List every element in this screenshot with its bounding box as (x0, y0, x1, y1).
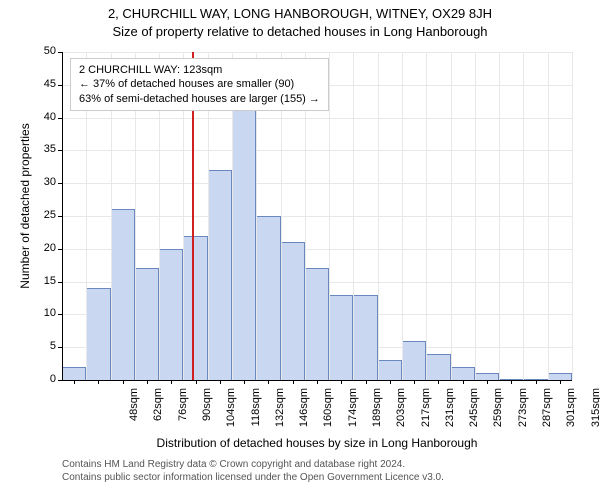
x-tick-mark (244, 380, 245, 384)
chart-title-line2: Size of property relative to detached ho… (0, 24, 600, 39)
histogram-bar (451, 367, 475, 380)
x-tick-label: 287sqm (541, 388, 553, 438)
histogram-bar (353, 295, 377, 380)
x-tick-label: 90sqm (201, 388, 213, 438)
x-axis-label: Distribution of detached houses by size … (62, 436, 572, 450)
x-tick-mark (536, 380, 537, 384)
gridline-v (402, 52, 403, 380)
footer-attribution: Contains HM Land Registry data © Crown c… (62, 458, 444, 484)
gridline-v (451, 52, 452, 380)
x-tick-label: 104sqm (225, 388, 237, 438)
y-tick-label: 5 (32, 340, 56, 352)
gridline-v (499, 52, 500, 380)
x-tick-label: 160sqm (322, 388, 334, 438)
x-tick-mark (220, 380, 221, 384)
histogram-bar (86, 288, 110, 380)
histogram-bar (402, 341, 426, 380)
gridline-v (426, 52, 427, 380)
x-tick-label: 76sqm (177, 388, 189, 438)
x-tick-mark (293, 380, 294, 384)
x-tick-label: 217sqm (420, 388, 432, 438)
y-tick-label: 40 (32, 111, 56, 123)
gridline (62, 118, 572, 119)
y-tick-label: 0 (32, 373, 56, 385)
x-tick-label: 315sqm (590, 388, 600, 438)
histogram-bar (329, 295, 353, 380)
gridline-v (523, 52, 524, 380)
x-tick-label: 203sqm (395, 388, 407, 438)
x-tick-label: 62sqm (152, 388, 164, 438)
y-axis-label: Number of detached properties (18, 106, 32, 306)
x-tick-label: 273sqm (517, 388, 529, 438)
gridline (62, 150, 572, 151)
gridline-v (353, 52, 354, 380)
x-tick-label: 132sqm (274, 388, 286, 438)
gridline-v (572, 52, 573, 380)
footer-line2: Contains public sector information licen… (62, 471, 444, 484)
y-tick-label: 45 (32, 78, 56, 90)
histogram-bar (305, 268, 329, 380)
gridline (62, 249, 572, 250)
x-tick-mark (390, 380, 391, 384)
gridline-v (475, 52, 476, 380)
x-tick-mark (171, 380, 172, 384)
x-tick-mark (123, 380, 124, 384)
x-tick-mark (414, 380, 415, 384)
y-tick-label: 35 (32, 143, 56, 155)
histogram-bar (378, 360, 402, 380)
y-tick-label: 25 (32, 209, 56, 221)
histogram-bar (208, 170, 232, 380)
histogram-bar (232, 85, 256, 380)
x-tick-mark (317, 380, 318, 384)
histogram-bar (256, 216, 280, 380)
x-tick-label: 245sqm (468, 388, 480, 438)
x-tick-mark (366, 380, 367, 384)
histogram-bar (62, 367, 86, 380)
annotation-box: 2 CHURCHILL WAY: 123sqm ← 37% of detache… (70, 58, 329, 111)
x-tick-mark (511, 380, 512, 384)
footer-line1: Contains HM Land Registry data © Crown c… (62, 458, 444, 471)
x-tick-mark (438, 380, 439, 384)
histogram-bar (111, 209, 135, 380)
y-tick-label: 30 (32, 176, 56, 188)
annotation-line2: ← 37% of detached houses are smaller (90… (79, 77, 320, 91)
x-tick-mark (268, 380, 269, 384)
y-tick-label: 20 (32, 242, 56, 254)
x-tick-label: 189sqm (371, 388, 383, 438)
x-tick-label: 174sqm (347, 388, 359, 438)
x-tick-mark (147, 380, 148, 384)
x-tick-mark (196, 380, 197, 384)
x-tick-label: 301sqm (565, 388, 577, 438)
x-tick-label: 146sqm (298, 388, 310, 438)
x-tick-mark (560, 380, 561, 384)
gridline-v (548, 52, 549, 380)
chart-title-line1: 2, CHURCHILL WAY, LONG HANBOROUGH, WITNE… (0, 6, 600, 21)
y-axis-line (62, 52, 63, 380)
x-tick-mark (463, 380, 464, 384)
annotation-line3: 63% of semi-detached houses are larger (… (79, 92, 320, 106)
x-tick-label: 48sqm (128, 388, 140, 438)
y-tick-label: 50 (32, 45, 56, 57)
x-tick-mark (487, 380, 488, 384)
y-tick-label: 10 (32, 307, 56, 319)
gridline (62, 216, 572, 217)
y-tick-label: 15 (32, 275, 56, 287)
gridline (62, 52, 572, 53)
x-tick-mark (341, 380, 342, 384)
x-tick-mark (98, 380, 99, 384)
x-tick-label: 231sqm (444, 388, 456, 438)
x-tick-label: 259sqm (492, 388, 504, 438)
gridline-v (329, 52, 330, 380)
histogram-bar (135, 268, 159, 380)
x-tick-mark (74, 380, 75, 384)
gridline-v (378, 52, 379, 380)
histogram-bar (183, 236, 207, 380)
annotation-line1: 2 CHURCHILL WAY: 123sqm (79, 63, 320, 77)
histogram-bar (281, 242, 305, 380)
histogram-bar (159, 249, 183, 380)
x-tick-label: 118sqm (250, 388, 262, 438)
gridline (62, 183, 572, 184)
histogram-bar (426, 354, 450, 380)
